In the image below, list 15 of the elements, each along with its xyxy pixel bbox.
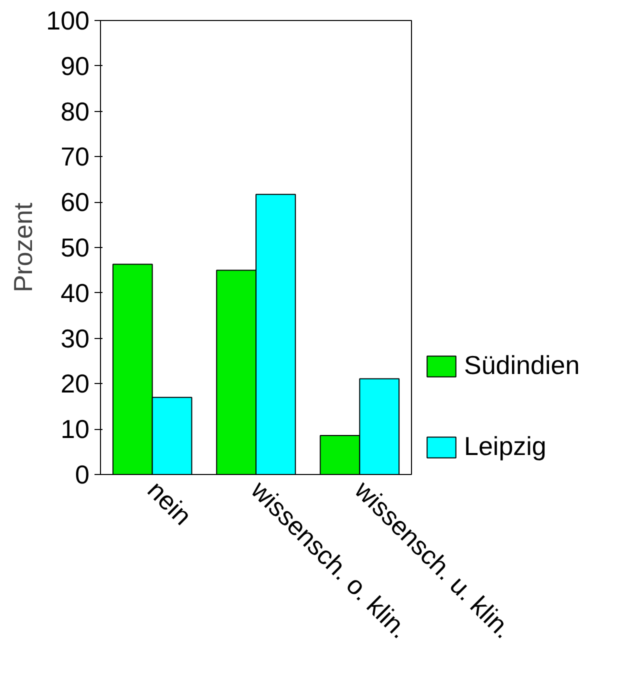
y-axis-title: Prozent	[8, 202, 38, 292]
x-tick-label: nein	[142, 474, 198, 531]
y-tick-label: 30	[60, 323, 90, 354]
y-tick-label: 70	[60, 142, 90, 172]
y-tick-label: 60	[60, 187, 90, 218]
y-tick-label: 40	[60, 278, 90, 308]
y-tick-label: 10	[60, 414, 90, 444]
y-tick-label: 50	[60, 232, 90, 262]
y-tick-label: 80	[60, 96, 90, 126]
y-tick-label: 90	[60, 50, 90, 81]
legend-label: Südindien	[464, 350, 580, 381]
y-tick-label: 20	[60, 368, 90, 399]
legend-label: Leipzig	[464, 431, 546, 462]
y-tick-label: 100	[46, 6, 90, 36]
y-tick-label: 0	[75, 460, 90, 490]
